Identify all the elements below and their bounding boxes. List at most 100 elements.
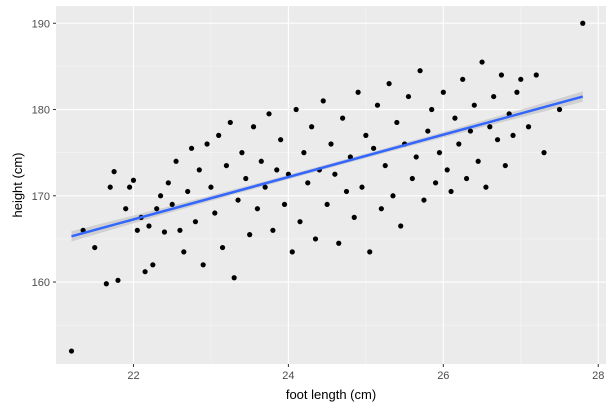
data-point — [208, 184, 214, 190]
data-point — [123, 206, 129, 212]
data-point — [204, 141, 210, 147]
data-point — [471, 102, 477, 108]
data-point — [467, 128, 474, 134]
data-point — [328, 141, 334, 147]
data-point — [219, 244, 226, 251]
data-point — [165, 180, 171, 186]
y-tick-label: 190 — [32, 18, 50, 30]
y-tick-label: 170 — [32, 191, 50, 203]
data-point — [463, 175, 470, 182]
data-point — [580, 20, 586, 26]
data-point — [281, 201, 288, 208]
data-point — [312, 236, 319, 242]
data-point — [514, 89, 520, 95]
data-point — [247, 232, 253, 238]
data-point — [188, 145, 195, 151]
y-axis-ticks: 160 170 180 190 — [32, 18, 56, 289]
data-point — [371, 145, 377, 151]
data-point — [347, 154, 353, 160]
data-points — [68, 20, 586, 354]
data-point — [289, 249, 295, 255]
data-point — [421, 197, 427, 203]
data-point — [374, 102, 381, 108]
data-point — [223, 162, 230, 169]
data-point — [185, 188, 191, 195]
data-point — [386, 81, 392, 87]
data-point — [324, 201, 330, 208]
data-point — [359, 184, 365, 190]
data-point — [440, 89, 446, 95]
data-point — [134, 227, 140, 233]
data-point — [173, 158, 179, 164]
data-point — [475, 158, 481, 164]
x-axis-title: foot length (cm) — [286, 387, 376, 402]
data-point — [293, 106, 299, 113]
data-point — [200, 262, 206, 268]
data-point — [398, 223, 404, 229]
major-gridlines — [56, 6, 606, 364]
data-point — [351, 214, 357, 220]
data-point — [355, 89, 361, 95]
data-point — [115, 277, 121, 283]
data-point — [343, 188, 350, 195]
data-point — [409, 175, 415, 182]
data-point — [146, 223, 152, 229]
y-tick-label: 180 — [32, 105, 50, 117]
data-point — [436, 150, 443, 156]
data-point — [363, 132, 369, 138]
regression-line — [71, 95, 584, 238]
data-point — [483, 184, 489, 190]
data-point — [92, 244, 98, 251]
data-point — [494, 137, 501, 143]
data-point — [262, 184, 268, 190]
data-point — [491, 93, 497, 100]
data-point — [309, 124, 315, 130]
data-point — [498, 72, 505, 78]
data-point — [487, 124, 493, 130]
data-point — [235, 197, 241, 203]
data-point — [278, 137, 284, 143]
data-point — [444, 167, 450, 173]
data-point — [239, 150, 245, 156]
data-point — [103, 281, 109, 287]
data-point — [192, 219, 199, 225]
x-tick-label: 28 — [592, 370, 604, 382]
data-point — [142, 269, 148, 275]
data-point — [297, 219, 303, 225]
data-point — [417, 68, 423, 74]
data-point — [405, 93, 412, 100]
data-point — [432, 180, 439, 186]
data-point — [216, 132, 222, 138]
data-point — [425, 128, 431, 134]
data-point — [429, 106, 435, 113]
data-point — [456, 141, 462, 147]
data-point — [107, 184, 113, 190]
data-point — [227, 119, 233, 126]
data-point — [126, 184, 133, 190]
data-point — [533, 72, 539, 78]
x-axis-ticks: 22 24 26 28 — [127, 364, 604, 382]
data-point — [254, 206, 261, 212]
data-point — [460, 76, 466, 82]
data-point — [541, 150, 547, 156]
minor-gridlines — [56, 6, 606, 364]
data-point — [390, 193, 396, 199]
data-point — [367, 249, 373, 255]
data-point — [332, 171, 338, 177]
data-point — [250, 124, 257, 130]
data-point — [336, 240, 342, 246]
data-point — [382, 162, 388, 169]
data-point — [448, 188, 454, 195]
data-point — [266, 111, 272, 117]
x-tick-label: 24 — [282, 370, 294, 382]
data-point — [502, 162, 508, 169]
data-point — [479, 59, 485, 65]
data-point — [320, 98, 326, 104]
data-point — [394, 119, 400, 126]
data-point — [525, 124, 532, 130]
data-point — [130, 177, 137, 183]
data-point — [510, 132, 516, 138]
data-point — [157, 193, 164, 199]
data-point — [243, 175, 249, 182]
